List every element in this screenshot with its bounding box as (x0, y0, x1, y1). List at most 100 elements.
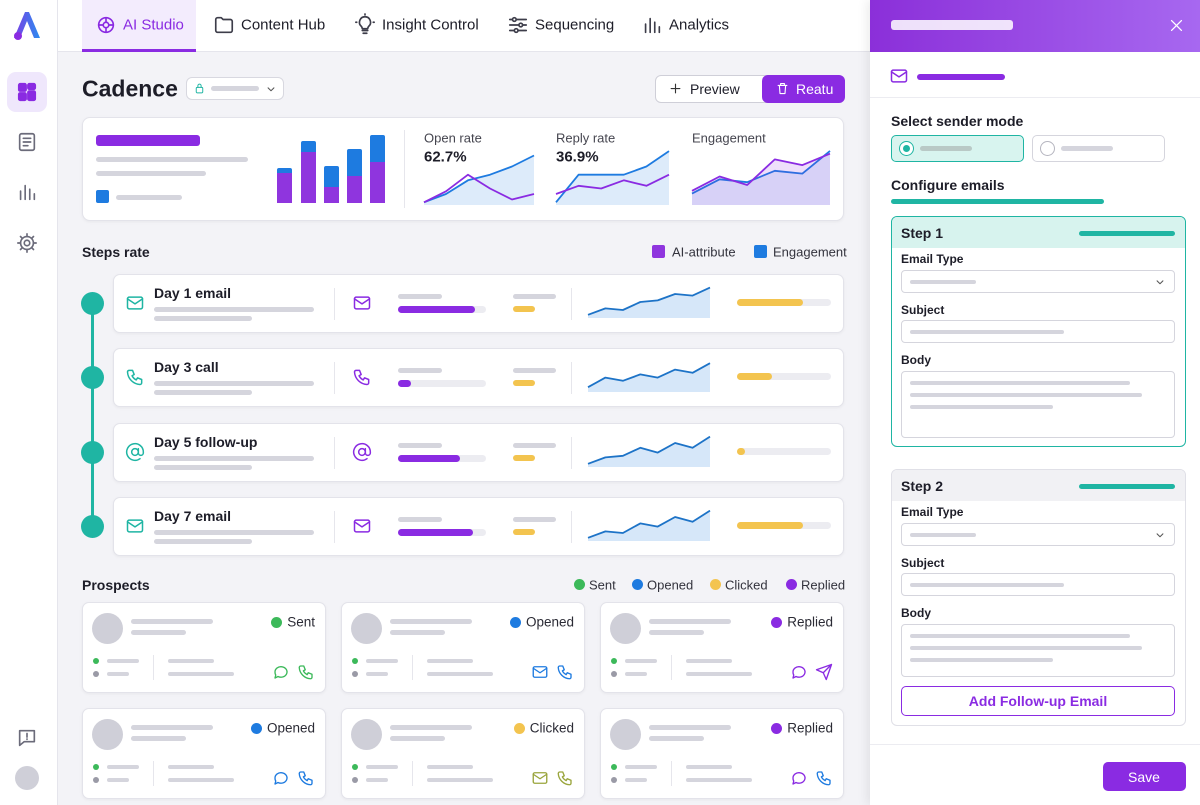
button-icon (670, 83, 681, 94)
divider (671, 655, 672, 680)
icon-shape (692, 153, 830, 205)
legend-dot (574, 579, 585, 590)
placeholder (131, 736, 186, 741)
step-channel-icon (353, 519, 371, 533)
button-label[interactable]: Reatu (796, 81, 834, 97)
step-card[interactable] (113, 274, 844, 333)
add-button-label[interactable]: Add Follow-up Email (968, 693, 1108, 709)
bar-segment (301, 141, 316, 152)
tab-label[interactable]: Sequencing (535, 16, 615, 34)
progress-track (398, 380, 486, 387)
step-card[interactable] (113, 423, 844, 482)
divider (870, 744, 1200, 745)
icon-shape (352, 442, 372, 462)
status-dot (250, 723, 262, 734)
divider (412, 655, 413, 680)
placeholder (649, 630, 704, 635)
icon-shape (23, 239, 31, 247)
icon-shape (126, 298, 144, 305)
badge (513, 306, 535, 312)
tab-label[interactable]: AI Studio (123, 16, 184, 34)
metric-label: Engagement (692, 130, 766, 146)
icon-shape (267, 87, 275, 92)
mini-dot (352, 777, 358, 783)
save-label[interactable]: Save (1128, 769, 1160, 785)
sparkline (691, 150, 831, 205)
progress-fill (398, 529, 473, 536)
icon-shape (17, 233, 37, 253)
icon-shape (298, 665, 313, 680)
icon-shape (27, 90, 37, 102)
action-icon (815, 663, 833, 681)
legend-dot (786, 579, 797, 590)
tab-label[interactable]: Analytics (669, 16, 730, 34)
divider (571, 511, 572, 543)
legend-swatch (96, 190, 109, 203)
icon-shape (588, 363, 710, 392)
icon-shape (423, 173, 535, 204)
placeholder (625, 765, 657, 769)
icon-shape (692, 150, 830, 205)
icon-shape (1156, 280, 1164, 285)
save-button[interactable] (1103, 762, 1186, 791)
action-icon (816, 771, 831, 786)
action-icon (532, 772, 548, 784)
divider (334, 511, 335, 543)
prospect-card[interactable] (82, 602, 326, 693)
field-label: Email Type (901, 252, 964, 266)
select-input[interactable] (901, 523, 1175, 546)
step-card[interactable] (113, 348, 844, 407)
select-input[interactable] (901, 270, 1175, 293)
icon-shape (691, 150, 831, 195)
placeholder (390, 619, 472, 624)
placeholder (910, 658, 1053, 662)
placeholder (910, 280, 976, 284)
icon-shape (511, 16, 517, 23)
icon-shape (18, 729, 36, 747)
step-card[interactable] (113, 497, 844, 556)
mini-dot (352, 764, 358, 770)
icon-shape (670, 83, 681, 94)
placeholder (910, 405, 1053, 409)
button-label[interactable]: Preview (690, 81, 740, 97)
placeholder (366, 672, 388, 676)
placeholder (154, 456, 314, 461)
primary-button[interactable] (762, 75, 845, 103)
icon-shape (792, 666, 806, 679)
icon-shape (353, 519, 371, 533)
field-label: Subject (901, 303, 945, 317)
placeholder (390, 630, 445, 635)
placeholder (686, 659, 732, 663)
section-title: Prospects (82, 577, 150, 593)
legend-label: Sent (589, 577, 616, 593)
tab-icon (508, 16, 528, 34)
user-avatar[interactable] (15, 766, 39, 790)
timeline-dot (81, 515, 104, 538)
nav-icon (17, 233, 37, 253)
prospect-card[interactable] (600, 708, 844, 799)
timeline-dot (81, 441, 104, 464)
icon-shape (556, 151, 669, 205)
step-icon (125, 442, 145, 462)
tab-label[interactable]: Content Hub (241, 16, 326, 34)
placeholder (154, 539, 252, 544)
icon-shape (532, 667, 548, 674)
placeholder (917, 74, 1005, 80)
progress-fill (398, 306, 476, 313)
tab-label[interactable]: Insight Control (382, 16, 479, 34)
step-channel-icon (353, 296, 371, 310)
prospect-card[interactable] (82, 708, 326, 799)
divider (334, 362, 335, 394)
tab-active[interactable] (82, 0, 196, 52)
add-button[interactable] (901, 686, 1175, 716)
status-dot (271, 617, 283, 628)
icon-shape (97, 16, 115, 34)
timeline-dot (81, 366, 104, 389)
placeholder (168, 672, 234, 676)
textarea[interactable] (901, 624, 1175, 677)
prospect-card[interactable] (600, 602, 844, 693)
mini-dot (611, 671, 617, 677)
icon-shape (22, 137, 32, 147)
